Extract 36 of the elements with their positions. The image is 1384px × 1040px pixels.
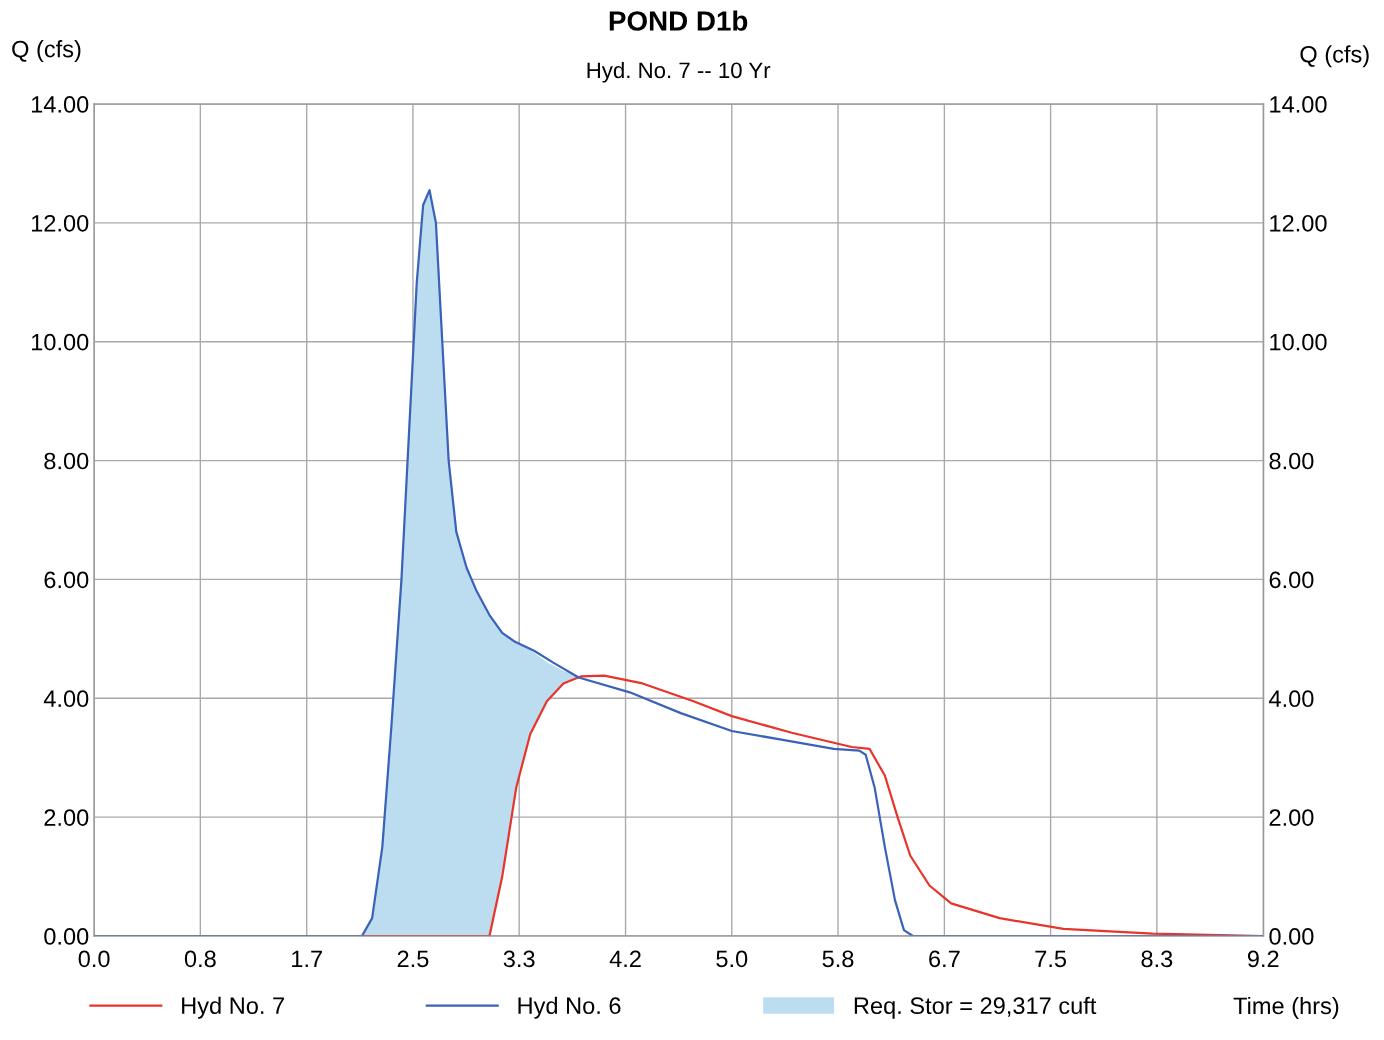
- y2-tick-label: 0.00: [1269, 928, 1314, 945]
- y-tick-label: 0.00: [44, 928, 89, 945]
- y2-tick-label: 2.00: [1269, 809, 1314, 826]
- x-tick-label: 3.3: [503, 950, 535, 968]
- x-tick-label: 6.7: [929, 950, 960, 968]
- y-tick-label: 12.00: [31, 214, 89, 232]
- y-tick-label: 2.00: [44, 809, 89, 826]
- y-tick-label: 10.00: [31, 333, 89, 351]
- y2-tick-label: 6.00: [1269, 571, 1314, 589]
- legend-label: Hyd No. 7: [182, 996, 284, 1019]
- y-tick-label: 8.00: [44, 452, 89, 470]
- x-tick-label: 8.3: [1141, 950, 1173, 968]
- chart-subtitle: Hyd. No. 7 -- 10 Yr: [587, 61, 771, 83]
- x-tick-label: 0.8: [184, 950, 216, 968]
- legend-label: Hyd No. 6: [518, 996, 621, 1019]
- legend-label: Req. Stor = 29,317 cuft: [854, 996, 1097, 1019]
- x-axis-title: Time (hrs): [1233, 996, 1339, 1019]
- x-tick-label: 5.0: [716, 950, 748, 968]
- x-tick-label: 1.7: [292, 950, 322, 967]
- y-tick-label: 14.00: [31, 96, 89, 113]
- y-tick-label: 4.00: [43, 690, 89, 708]
- x-tick-label: 7.5: [1035, 950, 1067, 968]
- x-tick-label: 0.0: [78, 950, 110, 968]
- y2-tick-label: 4.00: [1269, 690, 1314, 708]
- chart-title: POND D1b: [609, 10, 748, 31]
- y2-tick-label: 14.00: [1270, 96, 1327, 113]
- x-tick-label: 4.2: [609, 950, 641, 967]
- y2-tick-label: 12.00: [1270, 214, 1327, 232]
- x-tick-label: 5.8: [822, 950, 854, 968]
- y2-tick-label: 10.00: [1270, 333, 1327, 351]
- y-tick-label: 6.00: [44, 571, 89, 589]
- x-tick-label: 2.5: [397, 950, 429, 968]
- x-tick-label: 9.2: [1247, 950, 1279, 968]
- y2-tick-label: 8.00: [1269, 452, 1314, 470]
- y2-axis-title: Q (cfs): [1300, 45, 1369, 68]
- y-axis-title: Q (cfs): [12, 40, 81, 63]
